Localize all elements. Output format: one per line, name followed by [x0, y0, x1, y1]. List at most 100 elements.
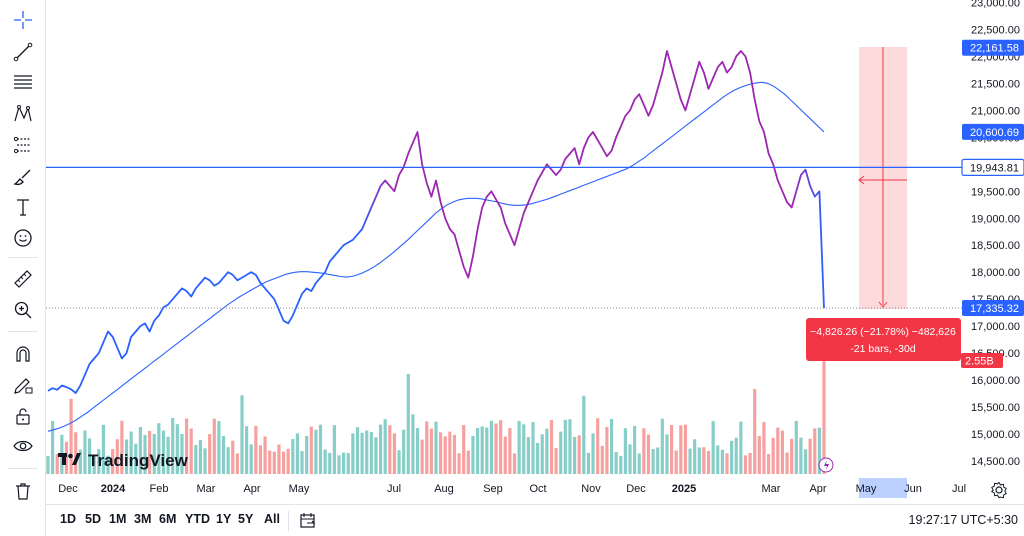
ruler-icon	[14, 270, 32, 288]
volume-bar	[120, 420, 124, 474]
volume-bar	[780, 430, 785, 474]
price-tick-label: 14,500.00	[971, 456, 1020, 468]
ruler-tool[interactable]	[7, 265, 39, 293]
range-button-ytd[interactable]: YTD	[185, 512, 210, 526]
volume-bar	[577, 435, 581, 474]
remove-drawings-tool[interactable]	[7, 477, 39, 505]
volume-bar	[323, 449, 327, 474]
range-button-5y[interactable]: 5Y	[238, 512, 254, 526]
measure-arrow-left	[858, 175, 865, 185]
volume-bar	[526, 437, 530, 474]
volume-bar	[439, 432, 443, 474]
time-axis-label: Sep	[483, 483, 503, 495]
volume-bar	[646, 434, 651, 474]
volume-bar	[115, 439, 119, 474]
pattern-tool[interactable]	[7, 100, 39, 128]
price-axis[interactable]	[962, 0, 1024, 504]
volume-bar	[74, 432, 78, 474]
volume-bar	[559, 431, 563, 474]
volume-bar	[46, 456, 50, 474]
volume-bar	[494, 423, 498, 474]
volume-bar	[161, 430, 166, 474]
chart-canvas[interactable]: 23,000.0022,500.0022,000.0021,500.0021,0…	[46, 0, 1024, 504]
time-axis-label: Oct	[529, 483, 546, 495]
volume-bar	[776, 427, 780, 474]
range-button-6m[interactable]: 6M	[159, 512, 177, 526]
volume-bar	[568, 419, 572, 474]
volume-bar	[106, 455, 110, 474]
volume-bar	[64, 441, 69, 474]
volume-bar	[134, 443, 138, 474]
volume-bar	[328, 452, 332, 474]
brush-tool[interactable]	[7, 162, 39, 190]
volume-bar	[101, 424, 106, 474]
price-tick-label: 18,000.00	[971, 267, 1020, 279]
zoom-in-tool[interactable]	[7, 296, 39, 324]
volume-bar	[503, 436, 507, 474]
volume-bar	[87, 438, 92, 474]
trend-line-tool[interactable]	[7, 38, 39, 66]
volume-bar	[508, 428, 512, 474]
trend-line-icon	[13, 42, 33, 62]
crosshair-tool[interactable]	[7, 6, 39, 34]
volume-bar	[129, 431, 133, 474]
pencil-lock-icon	[14, 378, 33, 394]
volume-bar	[97, 449, 101, 474]
volume-bar	[272, 451, 276, 474]
range-button-1m[interactable]: 1M	[109, 512, 127, 526]
volume-bar	[221, 435, 226, 474]
stay-in-drawing-mode-tool[interactable]	[7, 371, 39, 399]
volume-bar	[706, 450, 711, 474]
price-tick-label: 21,500.00	[971, 78, 1020, 90]
range-button-1y[interactable]: 1Y	[216, 512, 232, 526]
crosshair-price-label-box	[962, 39, 1024, 56]
volume-bar	[674, 450, 678, 474]
volume-bar	[249, 444, 253, 474]
volume-bar	[254, 425, 258, 474]
volume-bar	[785, 452, 789, 474]
range-button-all[interactable]: All	[264, 512, 280, 526]
volume-bar	[475, 427, 480, 474]
volume-bar	[111, 449, 115, 474]
bolt-icon[interactable]	[818, 457, 834, 473]
volume-bar	[263, 436, 267, 474]
volume-bar	[143, 434, 147, 474]
volume-bar	[295, 433, 300, 474]
time-axis-label: Jul	[952, 483, 966, 495]
date-range-icon[interactable]	[298, 510, 318, 530]
volume-bar	[540, 434, 544, 474]
volume-bar	[619, 455, 623, 474]
magnet-tool[interactable]	[7, 340, 39, 368]
volume-bar	[582, 395, 586, 474]
volume-bar	[545, 428, 549, 474]
range-button-1d[interactable]: 1D	[60, 512, 76, 526]
volume-bar	[480, 426, 484, 474]
volume-bar	[554, 448, 558, 474]
volume-bar	[499, 420, 503, 474]
range-button-5d[interactable]: 5D	[85, 512, 101, 526]
fib-retracement-tool[interactable]	[7, 68, 39, 96]
volume-bar	[226, 447, 230, 474]
volume-bar	[794, 420, 798, 474]
range-button-3m[interactable]: 3M	[134, 512, 152, 526]
volume-label: 2.55B	[965, 356, 994, 368]
volume-bar	[693, 439, 697, 474]
prediction-tool[interactable]	[7, 131, 39, 159]
axis-settings-icon[interactable]	[990, 481, 1008, 499]
last-price-label: 17,335.32	[970, 303, 1019, 315]
hide-drawings-tool[interactable]	[7, 432, 39, 460]
tv-logo-mark-stem	[62, 453, 66, 465]
bottom-toolbar: 1D 5D 1M 3M 6M YTD 1Y 5Y All 19:27:17 UTC+5:30	[46, 504, 1024, 536]
time-axis-label: Jul	[387, 483, 401, 495]
clock-timezone[interactable]: 19:27:17 UTC+5:30	[908, 513, 1018, 527]
drawing-toolbar	[0, 0, 46, 536]
volume-bar	[291, 439, 295, 474]
volume-bar	[148, 430, 152, 474]
emoji-icon	[14, 229, 32, 247]
emoji-tool[interactable]	[7, 224, 39, 252]
volume-bar	[258, 445, 263, 474]
text-tool[interactable]	[7, 193, 39, 221]
crosshair-price-label: 22,161.58	[970, 43, 1019, 55]
lock-drawings-tool[interactable]	[7, 402, 39, 430]
